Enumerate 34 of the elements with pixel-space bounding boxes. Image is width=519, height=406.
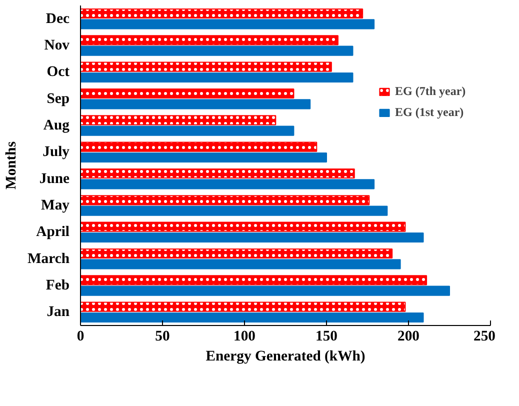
y-tick-label: Jan: [46, 304, 70, 320]
y-tick-label: Aug: [43, 118, 70, 134]
x-tick-label: 0: [76, 328, 84, 344]
y-tick-label: Sep: [46, 90, 70, 107]
y-tick-label: May: [41, 198, 70, 214]
y-axis-title: Months: [3, 141, 20, 190]
y-tick-label: Oct: [46, 64, 70, 80]
bar: [80, 46, 354, 56]
x-tick-label: 250: [474, 328, 496, 344]
bar: [80, 99, 311, 110]
y-tick-label: June: [39, 170, 70, 187]
bar: [80, 259, 401, 270]
bar: [80, 286, 450, 296]
bar: [80, 152, 327, 163]
bar: [80, 126, 294, 136]
x-tick-label: 50: [155, 328, 170, 344]
x-tick-label: 200: [398, 328, 420, 344]
x-axis-title: Energy Generated (kWh): [206, 348, 366, 364]
legend-label: EG (1st year): [395, 105, 464, 120]
bar: [80, 312, 424, 323]
bar: [80, 72, 354, 83]
bar: [80, 19, 375, 30]
y-tick-label: April: [36, 224, 70, 240]
bar: [80, 179, 375, 190]
y-tick-label: Nov: [44, 38, 70, 54]
y-tick-label: Dec: [46, 10, 70, 27]
bar: [80, 206, 388, 216]
bar: [80, 232, 424, 243]
x-tick-label: 150: [316, 328, 338, 344]
y-tick-label: Feb: [46, 278, 70, 294]
legend-label: EG (7th year): [395, 84, 466, 99]
y-tick-label: July: [42, 144, 70, 160]
y-tick-label: March: [27, 250, 70, 267]
x-tick-label: 100: [234, 328, 256, 344]
